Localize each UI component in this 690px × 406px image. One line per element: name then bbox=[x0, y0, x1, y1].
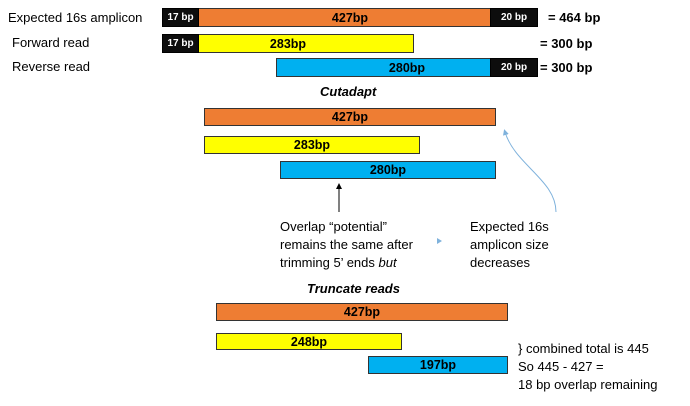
size-decrease-arrow bbox=[503, 129, 557, 213]
amplicon-left-cap: 17 bp bbox=[162, 8, 199, 27]
truncate-forward-label: 248bp bbox=[290, 334, 328, 349]
truncate-heading: Truncate reads bbox=[307, 281, 400, 296]
reverse-total: = 300 bp bbox=[540, 60, 593, 75]
truncate-reverse-label: 197bp bbox=[419, 358, 457, 372]
size-note-line2: amplicon size bbox=[470, 237, 549, 252]
cutadapt-heading: Cutadapt bbox=[320, 84, 377, 99]
forward-total: = 300 bp bbox=[540, 36, 593, 51]
overlap-note-line2: remains the same after bbox=[280, 237, 413, 252]
cutadapt-amplicon-label: 427bp bbox=[331, 110, 369, 124]
amplicon-bar: 427bp bbox=[162, 8, 538, 27]
size-note-line1: Expected 16s bbox=[470, 219, 549, 234]
cutadapt-amplicon-bar: 427bp bbox=[204, 108, 496, 126]
overlap-summary: } combined total is 445 So 445 - 427 = 1… bbox=[518, 340, 657, 394]
reverse-read-bar-label: 280bp bbox=[388, 60, 426, 75]
cutadapt-reverse-bar: 280bp bbox=[280, 161, 496, 179]
amplicon-total: = 464 bp bbox=[548, 10, 601, 25]
overlap-summary-line3: 18 bp overlap remaining bbox=[518, 377, 658, 392]
reverse-row-label: Reverse read bbox=[12, 59, 91, 74]
overlap-note: Overlap “potential” remains the same aft… bbox=[280, 218, 413, 272]
forward-read-bar-label: 283bp bbox=[269, 36, 307, 51]
cutadapt-forward-label: 283bp bbox=[293, 138, 331, 152]
reverse-right-cap: 20 bp bbox=[490, 58, 538, 77]
forward-row-label: Forward read bbox=[12, 35, 90, 50]
overlap-summary-line2: So 445 - 427 = bbox=[518, 359, 604, 374]
truncate-reverse-bar: 197bp bbox=[368, 356, 508, 374]
amplicon-right-cap: 20 bp bbox=[490, 8, 538, 27]
truncate-amplicon-bar: 427bp bbox=[216, 303, 508, 321]
forward-read-bar: 283bp bbox=[162, 34, 414, 53]
reverse-read-bar: 280bp bbox=[276, 58, 538, 77]
forward-left-cap: 17 bp bbox=[162, 34, 199, 53]
truncate-amplicon-label: 427bp bbox=[343, 305, 381, 319]
overlap-note-emphasis: but bbox=[378, 255, 397, 270]
cutadapt-forward-bar: 283bp bbox=[204, 136, 420, 154]
overlap-note-line1: Overlap “potential” bbox=[280, 219, 387, 234]
overlap-note-line3-prefix: trimming 5’ ends bbox=[280, 255, 379, 270]
amplicon-bar-label: 427bp bbox=[331, 10, 369, 25]
overlap-note-line3: trimming 5’ ends but bbox=[280, 254, 413, 272]
truncate-forward-bar: 248bp bbox=[216, 333, 402, 350]
size-note-line3: decreases bbox=[470, 255, 530, 270]
small-pointer-icon bbox=[437, 238, 442, 244]
overlap-summary-line1: } combined total is 445 bbox=[518, 341, 649, 356]
cutadapt-reverse-label: 280bp bbox=[369, 163, 407, 177]
size-note: Expected 16s amplicon size decreases bbox=[470, 218, 549, 272]
amplicon-row-label: Expected 16s amplicon bbox=[8, 10, 143, 25]
